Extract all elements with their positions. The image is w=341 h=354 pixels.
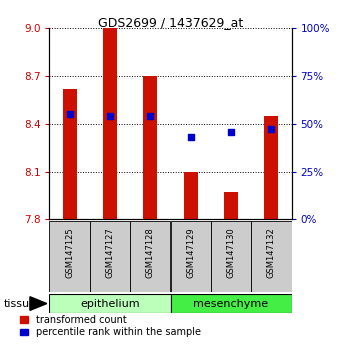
Point [148,113,153,119]
Text: tissue: tissue [3,298,36,309]
Text: GSM147128: GSM147128 [146,227,155,278]
Bar [170,221,211,292]
Point [67,112,72,117]
Bar [90,221,130,292]
Bar [62,89,77,219]
Bar [143,76,158,219]
Polygon shape [30,297,47,310]
Bar [224,193,238,219]
Text: GSM147125: GSM147125 [65,227,74,278]
Point [188,134,193,139]
Bar [183,172,198,219]
Text: GSM147129: GSM147129 [186,227,195,278]
Bar [211,221,251,292]
Bar [49,221,90,292]
Text: GDS2699 / 1437629_at: GDS2699 / 1437629_at [98,16,243,29]
Point [107,113,113,119]
Bar [251,221,292,292]
Bar [49,294,170,313]
Text: GSM147130: GSM147130 [226,227,236,278]
Point [269,126,274,132]
Bar [103,28,117,219]
Text: mesenchyme: mesenchyme [193,298,269,309]
Legend: transformed count, percentile rank within the sample: transformed count, percentile rank withi… [20,315,201,337]
Bar [170,294,292,313]
Text: GSM147132: GSM147132 [267,227,276,278]
Text: epithelium: epithelium [80,298,140,309]
Bar [130,221,170,292]
Text: GSM147127: GSM147127 [105,227,115,278]
Bar [264,116,279,219]
Point [228,129,234,135]
